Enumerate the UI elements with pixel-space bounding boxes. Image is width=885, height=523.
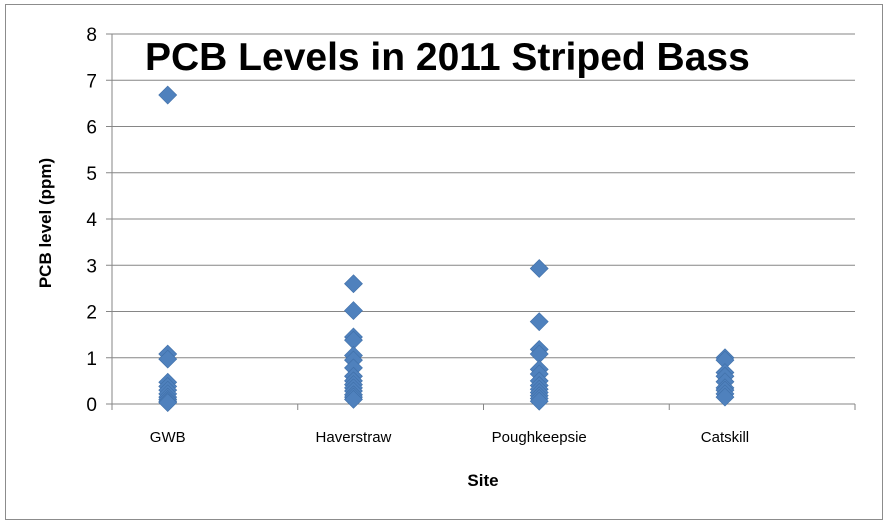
x-category-label: GWB (150, 429, 186, 446)
data-point (158, 393, 178, 413)
x-axis-title: Site (467, 471, 498, 490)
gridlines (112, 33, 855, 359)
y-tick-label: 3 (86, 256, 97, 277)
data-point (529, 312, 549, 332)
x-category-label: Poughkeepsie (492, 429, 587, 446)
data-point (158, 85, 178, 105)
y-tick-label: 5 (86, 164, 97, 185)
y-tick-label: 0 (86, 395, 97, 416)
y-tick-label: 6 (86, 118, 97, 139)
y-tick-label: 8 (86, 25, 97, 46)
chart-title: PCB Levels in 2011 Striped Bass (145, 36, 750, 79)
y-tick-labels: 0 1 2 3 4 5 6 7 8 (86, 25, 97, 416)
data-point (344, 301, 363, 320)
data-point (158, 349, 178, 369)
data-point (344, 274, 363, 294)
y-tick-label: 4 (86, 210, 97, 231)
axes (106, 33, 856, 410)
x-category-labels: GWBHaverstrawPoughkeepsieCatskillTroy (150, 429, 749, 446)
y-tick-label: 7 (86, 71, 97, 92)
data-points (158, 85, 735, 413)
x-category-label: Haverstraw (316, 429, 392, 446)
x-category-label: Catskill (701, 429, 749, 446)
chart-frame (5, 4, 883, 520)
data-point (715, 387, 735, 407)
data-point (529, 391, 549, 411)
y-tick-label: 1 (86, 349, 97, 370)
y-axis-title: PCB level (ppm) (36, 158, 55, 288)
data-point (529, 259, 549, 278)
y-tick-label: 2 (86, 303, 97, 324)
data-point (344, 389, 363, 409)
